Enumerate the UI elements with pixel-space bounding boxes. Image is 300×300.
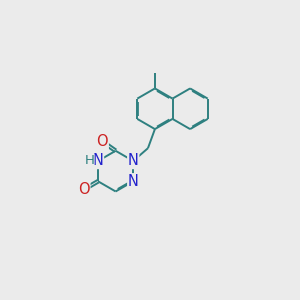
Text: O: O <box>78 182 90 197</box>
Text: H: H <box>84 154 94 167</box>
Text: N: N <box>128 174 139 189</box>
Text: O: O <box>97 134 108 149</box>
Text: N: N <box>128 154 139 169</box>
Text: N: N <box>93 154 104 169</box>
